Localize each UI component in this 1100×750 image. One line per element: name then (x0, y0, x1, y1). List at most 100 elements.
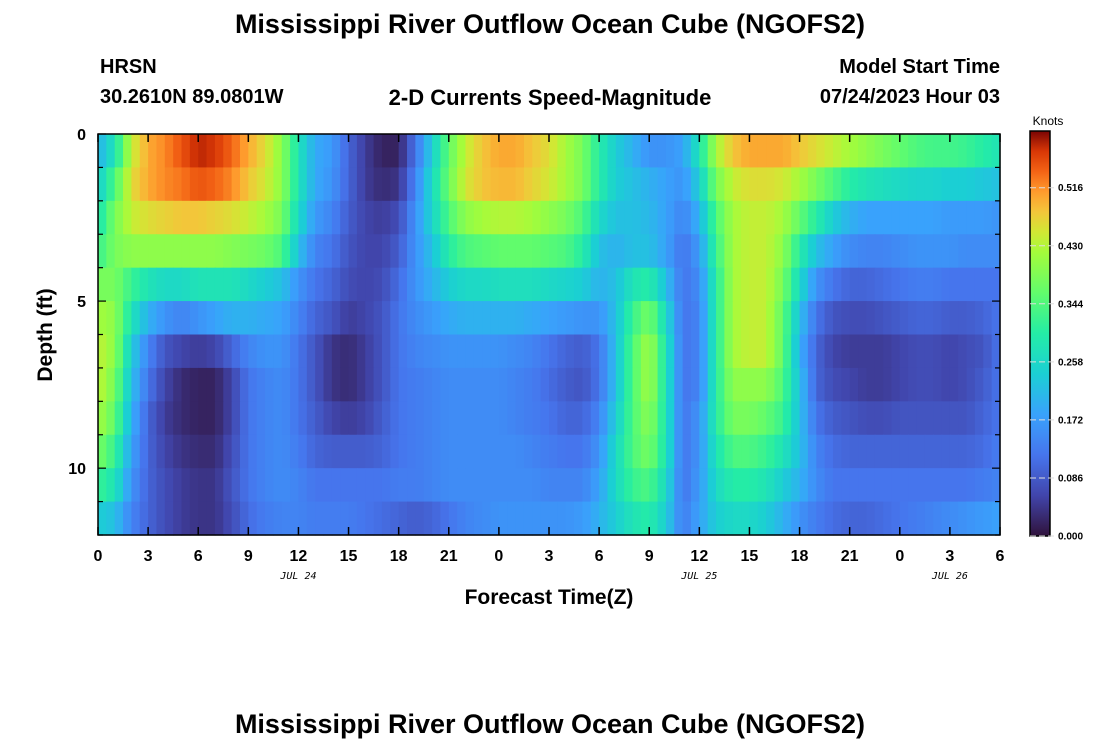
date-label: JUL 25 (680, 571, 717, 582)
heatmap-cell (265, 267, 274, 302)
heatmap-cell (774, 200, 784, 235)
heatmap-cell (106, 167, 116, 202)
heatmap-cell (807, 167, 817, 202)
heatmap-cell (724, 334, 734, 369)
heatmap-cell (565, 134, 575, 169)
heatmap-cell (640, 301, 650, 336)
heatmap-cell (315, 501, 325, 536)
heatmap-cell (540, 267, 550, 302)
heatmap-cell (599, 334, 609, 369)
heatmap-cell (98, 234, 107, 269)
heatmap-cell (365, 501, 375, 536)
heatmap-cell (498, 134, 508, 169)
heatmap-cell (782, 301, 792, 336)
heatmap-cell (98, 501, 107, 536)
heatmap-cell (473, 501, 483, 536)
heatmap-cell (657, 334, 667, 369)
heatmap-cell (716, 234, 725, 269)
heatmap-cell (490, 334, 500, 369)
heatmap-cell (699, 334, 709, 369)
heatmap-cell (306, 234, 316, 269)
heatmap-cell (924, 301, 934, 336)
heatmap-cell (716, 401, 725, 436)
heatmap-cell (457, 334, 467, 369)
heatmap-cell (148, 167, 158, 202)
x-tick-label: 21 (841, 548, 859, 565)
heatmap-cell (607, 334, 617, 369)
heatmap-cell (381, 200, 391, 235)
heatmap-cell (298, 167, 308, 202)
heatmap-cell (432, 301, 442, 336)
heatmap-cell (348, 200, 358, 235)
heatmap-cell (599, 401, 609, 436)
heatmap-cell (231, 501, 241, 536)
heatmap-cell (841, 468, 851, 503)
heatmap-cell (340, 267, 350, 302)
heatmap-cell (816, 367, 826, 402)
heatmap-cell (106, 367, 116, 402)
heatmap-cell (858, 234, 867, 269)
heatmap-cell (256, 301, 266, 336)
heatmap-cell (832, 401, 842, 436)
heatmap-cell (473, 200, 483, 235)
heatmap-cell (682, 367, 692, 402)
heatmap-cell (323, 334, 333, 369)
heatmap-cell (874, 200, 884, 235)
heatmap-cell (632, 234, 642, 269)
heatmap-cell (348, 401, 358, 436)
heatmap-cell (749, 234, 759, 269)
heatmap-cell (858, 167, 867, 202)
heatmap-cell (858, 334, 867, 369)
heatmap-cell (549, 301, 558, 336)
heatmap-cell (974, 167, 984, 202)
y-axis-label: Depth (ft) (34, 288, 57, 381)
heatmap-cell (741, 301, 751, 336)
heatmap-cell (440, 267, 450, 302)
heatmap-cell (407, 134, 416, 169)
heatmap-cell (273, 334, 283, 369)
heatmap-cell (782, 367, 792, 402)
heatmap-cell (565, 367, 575, 402)
heatmap-cell (123, 468, 133, 503)
heatmap-cell (941, 234, 951, 269)
heatmap-cell (498, 200, 508, 235)
heatmap-cell (858, 301, 867, 336)
heatmap-cell (98, 134, 107, 169)
heatmap-cell (958, 200, 968, 235)
heatmap-cell (933, 234, 943, 269)
heatmap-cell (407, 267, 416, 302)
heatmap-cell (716, 501, 725, 536)
heatmap-cell (682, 334, 692, 369)
heatmap-cell (549, 200, 558, 235)
heatmap-cell (348, 367, 358, 402)
heatmap-cell (415, 434, 425, 469)
heatmap-cell (273, 501, 283, 536)
heatmap-cell (590, 367, 600, 402)
heatmap-cell (582, 234, 592, 269)
heatmap-cell (490, 501, 500, 536)
heatmap-cell (532, 501, 542, 536)
heatmap-cell (498, 334, 508, 369)
heatmap-cell (173, 301, 183, 336)
heatmap-cell (557, 367, 567, 402)
heatmap-cell (565, 167, 575, 202)
heatmap-cell (123, 401, 133, 436)
heatmap-cell (640, 401, 650, 436)
heatmap-cell (549, 267, 558, 302)
heatmap-cell (473, 468, 483, 503)
heatmap-cell (273, 434, 283, 469)
heatmap-cell (407, 234, 416, 269)
x-tick-label: 6 (194, 548, 203, 565)
heatmap-cell (741, 134, 751, 169)
heatmap-cell (473, 367, 483, 402)
heatmap-cell (448, 301, 458, 336)
heatmap-cell (657, 468, 667, 503)
heatmap-cell (256, 501, 266, 536)
heatmap-cell (365, 468, 375, 503)
heatmap-cell (390, 501, 400, 536)
heatmap-cell (448, 334, 458, 369)
heatmap-cell (290, 301, 300, 336)
heatmap-cell (448, 200, 458, 235)
heatmap-cell (123, 334, 133, 369)
heatmap-cell (156, 334, 166, 369)
